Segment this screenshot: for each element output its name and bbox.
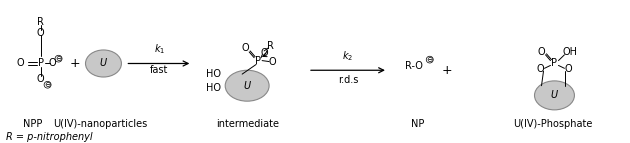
Text: $k_1$: $k_1$ [154, 42, 165, 56]
Text: O: O [37, 74, 45, 84]
Ellipse shape [225, 70, 269, 101]
Text: O: O [49, 58, 57, 68]
Text: +: + [69, 57, 80, 70]
Text: U(IV)-Phosphate: U(IV)-Phosphate [513, 119, 592, 129]
Text: $k_2$: $k_2$ [342, 49, 353, 63]
Text: +: + [442, 64, 452, 77]
Ellipse shape [534, 81, 575, 110]
Text: OH: OH [563, 47, 578, 57]
Text: ⊖: ⊖ [55, 54, 62, 63]
Text: R: R [37, 17, 44, 27]
Text: intermediate: intermediate [215, 119, 278, 129]
Circle shape [44, 81, 51, 88]
Text: U(IV)-nanoparticles: U(IV)-nanoparticles [54, 119, 147, 129]
Text: O: O [537, 64, 544, 74]
Text: P: P [255, 56, 261, 66]
Ellipse shape [86, 50, 122, 77]
Text: R-O: R-O [405, 61, 423, 71]
Text: O: O [16, 58, 24, 68]
Text: NPP: NPP [23, 119, 42, 129]
Text: U: U [100, 58, 107, 68]
Text: O: O [241, 43, 249, 53]
Text: O: O [564, 64, 572, 74]
Text: U: U [551, 90, 558, 100]
Text: HO: HO [206, 83, 221, 93]
Text: NP: NP [411, 119, 425, 129]
Text: O: O [260, 48, 268, 58]
Text: r.d.s: r.d.s [338, 75, 358, 85]
Text: P: P [38, 58, 43, 68]
Text: R = p-nitrophenyl: R = p-nitrophenyl [6, 132, 93, 142]
Circle shape [427, 56, 433, 63]
Text: O: O [37, 28, 45, 38]
Text: ⊖: ⊖ [44, 80, 51, 89]
Text: ⊖: ⊖ [427, 55, 433, 64]
Text: fast: fast [150, 65, 169, 75]
Text: O: O [537, 47, 546, 57]
Text: O: O [268, 57, 276, 66]
Circle shape [55, 55, 62, 62]
Text: P: P [551, 58, 558, 68]
Text: HO: HO [206, 69, 221, 79]
Text: U: U [244, 81, 251, 91]
Text: R: R [266, 41, 273, 51]
